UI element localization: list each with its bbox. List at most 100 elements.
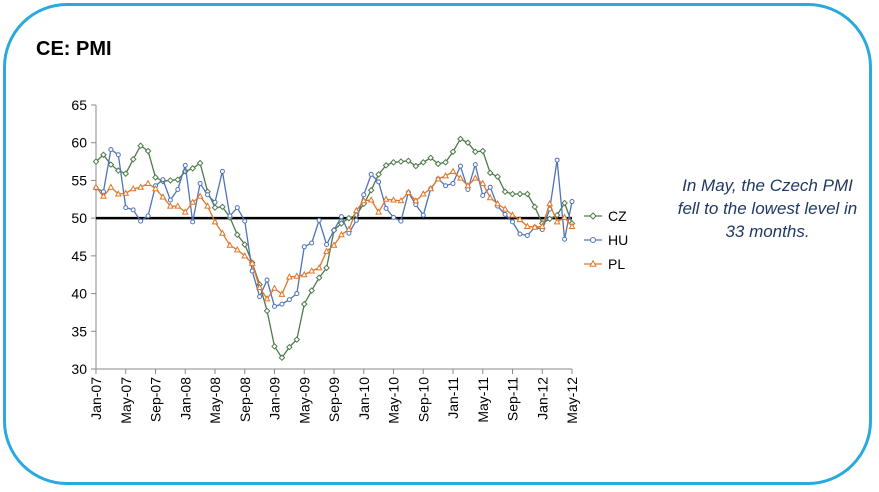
data-point-cz: [553, 211, 561, 219]
data-point-pl: [516, 215, 524, 223]
data-point-cz: [457, 135, 464, 143]
data-point-hu: [324, 242, 330, 248]
data-point-pl: [375, 208, 383, 215]
x-tick-label: May-07: [118, 377, 134, 424]
data-point-cz: [152, 174, 159, 181]
data-point-cz: [107, 161, 115, 168]
data-point-pl: [412, 196, 420, 204]
legend-label-pl: PL: [608, 256, 625, 272]
x-tick-label: Sep-09: [326, 377, 342, 422]
data-point-pl: [434, 175, 442, 182]
data-point-cz: [479, 147, 487, 155]
data-point-cz: [308, 287, 315, 294]
data-point-pl: [486, 193, 494, 201]
data-point-hu: [368, 171, 374, 177]
legend-label-hu: HU: [608, 232, 628, 248]
data-point-pl: [397, 196, 405, 204]
data-point-cz: [412, 162, 420, 170]
data-point-pl: [382, 195, 390, 202]
data-point-pl: [553, 218, 561, 225]
y-tick-label: 45: [71, 248, 87, 264]
data-point-hu: [257, 294, 263, 300]
x-tick-label: Sep-10: [415, 377, 431, 422]
data-point-pl: [367, 196, 375, 203]
data-point-cz: [345, 214, 353, 222]
data-point-cz: [234, 231, 241, 239]
data-point-cz: [442, 159, 449, 166]
data-point-pl: [204, 202, 212, 209]
data-point-cz: [196, 159, 204, 167]
data-point-hu: [480, 193, 486, 199]
data-point-cz: [174, 176, 182, 183]
data-point-pl: [315, 264, 323, 271]
data-point-cz: [100, 151, 107, 159]
data-point-hu: [331, 227, 337, 233]
data-point-pl: [509, 211, 516, 218]
data-point-pl: [308, 267, 316, 274]
x-tick-label: May-10: [386, 377, 402, 424]
data-point-hu: [376, 179, 382, 185]
data-point-cz: [271, 343, 278, 350]
data-point-hu: [554, 157, 560, 163]
data-point-pl: [271, 284, 278, 291]
data-point-cz: [382, 162, 390, 169]
data-point-pl: [159, 193, 167, 200]
data-point-hu: [562, 236, 568, 242]
data-point-pl: [263, 295, 271, 302]
x-tick-label: May-12: [564, 377, 580, 424]
x-tick-label: Jan-09: [267, 377, 283, 420]
y-tick-label: 55: [71, 172, 87, 188]
data-point-cz: [122, 170, 130, 177]
legend-marker-pl: [589, 259, 597, 267]
y-tick-label: 65: [71, 97, 87, 113]
data-point-pl: [137, 183, 145, 190]
data-point-pl: [449, 167, 457, 174]
data-point-hu: [569, 199, 575, 205]
data-point-hu: [264, 277, 270, 283]
data-point-pl: [568, 222, 576, 229]
data-point-hu: [294, 291, 300, 297]
data-point-hu: [309, 240, 315, 246]
data-point-cz: [211, 204, 219, 211]
data-point-pl: [494, 199, 502, 207]
data-point-hu: [517, 231, 523, 237]
data-point-cz: [397, 158, 405, 165]
data-point-pl: [114, 190, 122, 197]
data-point-hu: [316, 217, 322, 223]
data-point-hu: [338, 214, 344, 220]
data-point-cz: [315, 274, 323, 282]
data-point-pl: [427, 184, 435, 192]
data-point-hu: [167, 197, 173, 203]
data-point-hu: [108, 147, 114, 153]
data-point-hu: [190, 219, 196, 225]
data-point-hu: [205, 192, 211, 198]
annotation-note: In May, the Czech PMI fell to the lowest…: [677, 176, 858, 241]
data-point-cz: [293, 336, 301, 343]
data-point-cz: [405, 157, 412, 165]
data-point-pl: [174, 202, 182, 209]
x-tick-label: Sep-07: [148, 377, 164, 422]
data-point-pl: [404, 188, 412, 195]
data-point-hu: [160, 177, 166, 183]
data-point-pl: [456, 174, 464, 181]
series-line-cz: [95, 138, 573, 359]
data-point-pl: [218, 229, 226, 236]
x-tick-label: Sep-08: [237, 377, 253, 422]
data-point-cz: [278, 354, 286, 361]
data-point-cz: [509, 190, 516, 198]
data-point-pl: [211, 218, 219, 225]
data-point-pl: [546, 199, 554, 207]
data-point-cz: [419, 159, 427, 166]
data-point-pl: [293, 272, 301, 279]
data-point-hu: [138, 218, 144, 224]
data-point-pl: [538, 222, 546, 229]
data-point-cz: [449, 148, 457, 156]
data-point-pl: [107, 183, 115, 190]
data-point-cz: [516, 190, 524, 198]
data-point-cz: [494, 173, 501, 180]
data-point-hu: [227, 213, 233, 219]
data-point-pl: [419, 190, 427, 197]
data-point-pl: [330, 241, 338, 248]
data-point-hu: [457, 163, 463, 169]
data-point-hu: [175, 186, 181, 192]
